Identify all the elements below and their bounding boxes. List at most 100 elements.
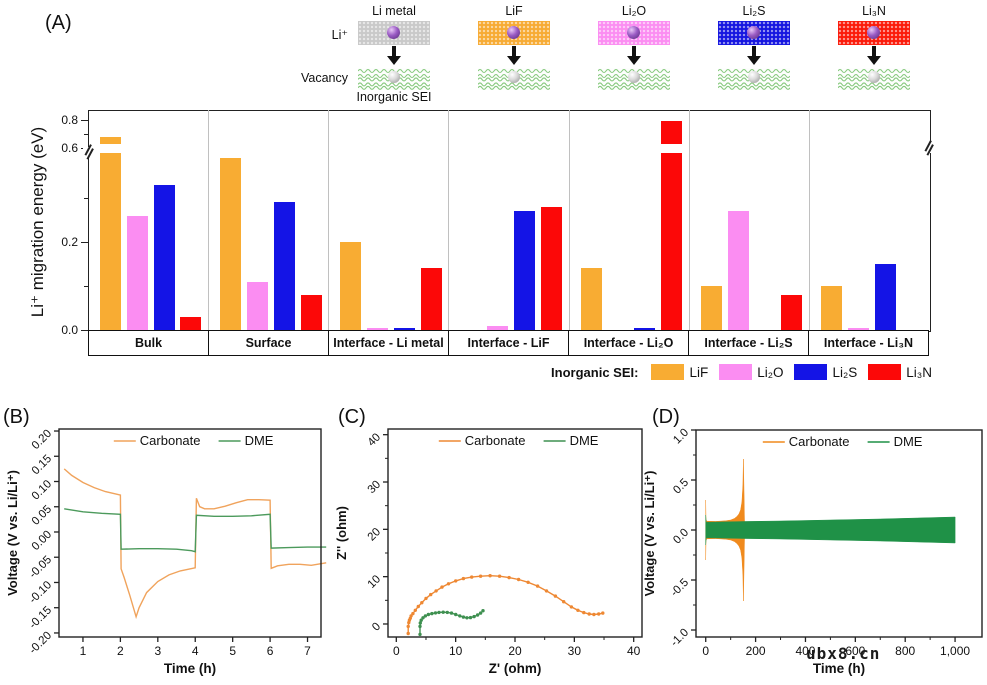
bar-Surface-LiF xyxy=(220,158,242,330)
li-ion-sphere xyxy=(507,26,520,39)
y-axis-tick xyxy=(81,329,88,331)
legend-swatch xyxy=(719,364,753,380)
x-tick-label: 1 xyxy=(80,644,87,658)
data-point xyxy=(553,594,558,598)
schematic-material-label: Li metal xyxy=(372,4,416,18)
data-point xyxy=(433,611,438,615)
downward-arrow-icon xyxy=(747,46,761,65)
y-tick-label: -0.10 xyxy=(27,579,54,606)
carbonate-curve xyxy=(407,574,603,634)
plot-frame xyxy=(695,429,983,638)
data-point xyxy=(424,596,428,601)
vacancy-sphere xyxy=(508,71,520,83)
data-point xyxy=(576,608,580,612)
group-label: Interface - Li₂O xyxy=(568,331,688,355)
bar-Surface-Li₃N xyxy=(300,294,322,330)
data-point xyxy=(592,612,596,617)
y-axis-tick-label: 0.6 xyxy=(61,141,78,155)
x-axis-title: Z' (ohm) xyxy=(489,661,542,676)
y-axis-title: Voltage (V vs. Li/Li⁺) xyxy=(5,470,20,596)
data-point xyxy=(468,615,473,620)
data-point xyxy=(406,631,410,636)
legend-label: DME xyxy=(894,434,923,449)
group-label: Bulk xyxy=(134,336,163,350)
y-axis-tick-label: 0.8 xyxy=(61,113,78,127)
data-point xyxy=(569,605,574,609)
downward-arrow-icon xyxy=(387,46,401,65)
bar-break-gap xyxy=(99,143,122,153)
vacancy-sphere xyxy=(868,71,880,83)
vacancy-sphere xyxy=(628,71,640,83)
bar-Interface - LiF-Li₂S xyxy=(514,211,535,330)
data-point xyxy=(535,584,540,588)
y-tick-label: 0.00 xyxy=(30,529,54,553)
bar-Interface - Li metal-Li₃N xyxy=(420,268,442,330)
data-point xyxy=(562,600,566,604)
y-tick-label: 0.0 xyxy=(671,527,691,547)
y-tick-label: 20 xyxy=(366,526,384,544)
data-point xyxy=(478,574,483,578)
sei-schematic: Li metal LiF Li₂O Li₂S Li₃N Li⁺ Vacancy Inorgan… xyxy=(0,0,987,105)
group-separator xyxy=(328,110,330,330)
y-tick-label: -0.5 xyxy=(669,577,692,600)
bar-Interface - Li₂O-Li₂S xyxy=(634,327,656,330)
legend-swatch xyxy=(868,364,902,380)
legend-swatch xyxy=(651,364,685,380)
legend-item: Li₂S xyxy=(794,364,857,380)
data-point xyxy=(446,582,451,586)
legend-item: Li₃N xyxy=(868,364,932,380)
vacancy-sphere xyxy=(748,71,760,83)
data-point xyxy=(423,614,428,618)
data-point xyxy=(409,614,413,618)
plot-frame xyxy=(387,428,643,638)
dme-curve xyxy=(64,508,327,553)
bar-chart-plot-area xyxy=(88,110,931,332)
x-tick-label: 10 xyxy=(449,644,463,658)
bar-chart-legend: Inorganic SEI: LiF Li₂O Li₂S Li₃N xyxy=(540,361,932,383)
data-point xyxy=(461,615,466,619)
axis-break-icon xyxy=(83,144,94,160)
legend-label: DME xyxy=(570,433,599,448)
data-point xyxy=(587,612,591,616)
x-tick-label: 40 xyxy=(627,644,641,658)
panel-b-voltage-time-chart: (B) 1 2 3 4 5 6 7 0.20 0.15 0.10 0.05 0.00 -0.05 -0.1… xyxy=(0,400,332,685)
data-point xyxy=(488,574,492,578)
group-label: Interface - Li₃N xyxy=(808,331,928,355)
data-point xyxy=(445,610,449,615)
y-axis-title: Z'' (ohm) xyxy=(334,506,349,560)
carbonate-curve xyxy=(63,468,327,620)
downward-arrow-icon xyxy=(627,46,641,65)
data-point xyxy=(429,592,433,597)
legend-label: LiF xyxy=(689,364,709,380)
legend-swatch xyxy=(794,364,828,380)
y-axis-minor-tick xyxy=(84,285,88,287)
y-tick-label: -1.0 xyxy=(669,627,692,650)
bar-Interface - Li₃N-Li₂S xyxy=(874,264,896,330)
migration-energy-bar-chart: 0.0 0.2 0.6 0.8 Li⁺ migration energy (eV) Bul… xyxy=(0,105,987,400)
data-point xyxy=(454,612,458,617)
group-label: Surface xyxy=(208,331,328,355)
panel-d-label: (D) xyxy=(652,406,680,428)
y-tick-label: -0.15 xyxy=(27,604,54,631)
inorganic-sei-caption: Inorganic SEI xyxy=(356,90,432,104)
panel-b-label: (B) xyxy=(3,406,30,428)
legend-label: Carbonate xyxy=(789,434,850,449)
data-point xyxy=(601,611,605,615)
data-point xyxy=(413,608,417,612)
x-tick-label: 20 xyxy=(508,644,522,658)
dme-envelope xyxy=(705,514,956,546)
x-tick-label: 2 xyxy=(117,644,124,658)
axis-break-icon xyxy=(923,140,934,156)
bar-Interface - Li metal-LiF xyxy=(340,242,362,330)
data-point xyxy=(418,621,422,625)
x-axis-title: Time (h) xyxy=(164,661,216,676)
legend-label: DME xyxy=(245,433,274,448)
data-point xyxy=(470,575,474,579)
panel-c-label: (C) xyxy=(338,406,366,428)
data-point xyxy=(441,610,445,614)
y-tick-label: 0.5 xyxy=(671,477,691,497)
li-ion-sphere xyxy=(747,26,760,39)
x-tick-label: 400 xyxy=(795,644,815,658)
plot-svg: 1 2 3 4 5 6 70.200.150.100.050.00-0.05-0.10-0.… xyxy=(5,428,327,676)
data-point xyxy=(472,614,476,619)
